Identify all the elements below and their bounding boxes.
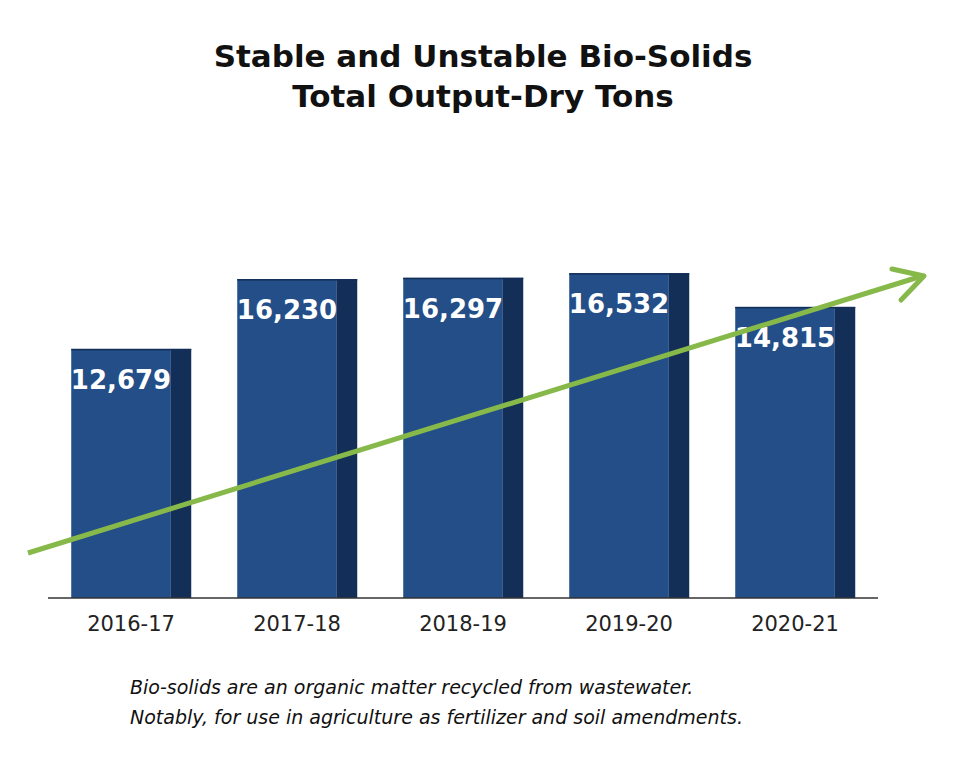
svg-text:2019-20: 2019-20 bbox=[585, 612, 673, 636]
svg-text:2016-17: 2016-17 bbox=[87, 612, 175, 636]
html-text:Bio-solids are an organic matt: Bio-solids are an organic matter recycle… bbox=[130, 676, 694, 698]
svg-text:16,297: 16,297 bbox=[403, 294, 503, 324]
svg-text:16,532: 16,532 bbox=[569, 289, 669, 319]
html-text:Notably, for use in agricultur: Notably, for use in agriculture as ferti… bbox=[130, 706, 743, 728]
svg-text:2020-21: 2020-21 bbox=[751, 612, 839, 636]
svg-text:16,230: 16,230 bbox=[237, 295, 337, 325]
svg-text:12,679: 12,679 bbox=[71, 365, 171, 395]
html-text:Stable and Unstable Bio-Solids: Stable and Unstable Bio-Solids bbox=[213, 38, 753, 74]
svg-text:14,815: 14,815 bbox=[735, 323, 835, 353]
svg-text:2018-19: 2018-19 bbox=[419, 612, 507, 636]
svg-text:2017-18: 2017-18 bbox=[253, 612, 341, 636]
html-text:Total Output-Dry Tons: Total Output-Dry Tons bbox=[292, 78, 674, 114]
